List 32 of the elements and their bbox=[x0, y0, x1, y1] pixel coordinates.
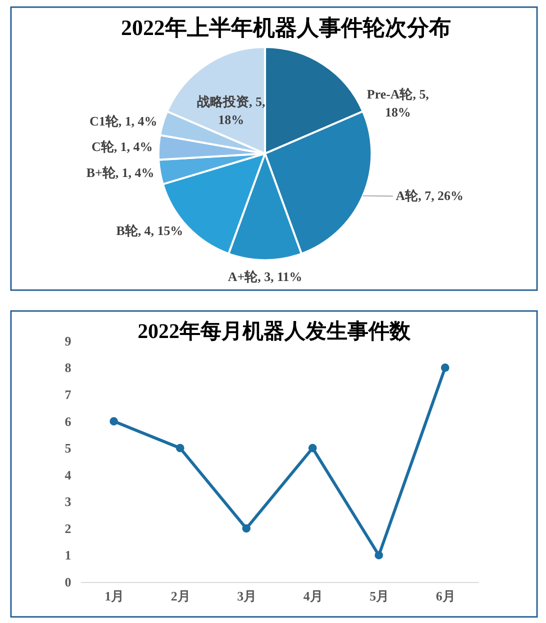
y-tick-label: 9 bbox=[64, 333, 72, 348]
y-tick-label: 1 bbox=[64, 548, 72, 563]
x-tick-label: 1月 bbox=[104, 588, 124, 604]
slice-label: A轮, 7, 26% bbox=[396, 188, 464, 204]
chart-title: 2022年上半年机器人事件轮次分布 bbox=[121, 15, 451, 40]
y-tick-label: 8 bbox=[64, 360, 72, 376]
slice-label: B轮, 4, 15% bbox=[116, 222, 184, 238]
point bbox=[308, 444, 317, 452]
point bbox=[440, 364, 450, 372]
y-tick-label: 4 bbox=[64, 467, 72, 482]
y-tick-label: 5 bbox=[64, 440, 72, 456]
x-tick-label: 6月 bbox=[436, 588, 456, 604]
point bbox=[242, 524, 251, 533]
x-tick-label: 3月 bbox=[237, 588, 257, 604]
slice-label: C轮, 1, 4% bbox=[91, 139, 153, 154]
point bbox=[110, 417, 118, 426]
x-tick-label: 5月 bbox=[370, 588, 390, 604]
chart-title: 2022年每月机器人发生事件数 bbox=[138, 318, 412, 343]
x-tick-label: 2月 bbox=[170, 588, 190, 604]
slice-label: 战略投资, 5, 18% bbox=[197, 94, 266, 127]
y-tick-label: 0 bbox=[64, 574, 72, 590]
slice-label: A+轮, 3, 11% bbox=[228, 269, 302, 284]
y-tick-label: 6 bbox=[64, 414, 72, 429]
y-tick-label: 3 bbox=[64, 494, 72, 510]
x-tick-label: 4月 bbox=[303, 588, 323, 604]
slice-label: B+轮, 1, 4% bbox=[86, 165, 154, 180]
slice-label: Pre-A轮, 5, 18% bbox=[366, 86, 429, 120]
point bbox=[176, 444, 184, 452]
y-tick-label: 7 bbox=[64, 386, 72, 402]
slice-label: C1轮, 1, 4% bbox=[90, 113, 158, 128]
y-tick-label: 2 bbox=[64, 520, 72, 536]
point bbox=[374, 551, 384, 560]
